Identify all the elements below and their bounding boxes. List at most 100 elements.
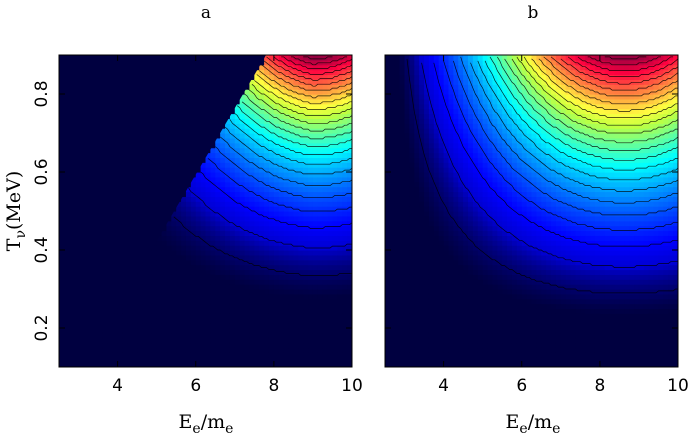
heat-cell [317, 172, 324, 178]
heat-cell [332, 201, 338, 207]
heat-cell [122, 362, 128, 367]
heat-cell [215, 269, 221, 275]
heat-cell [200, 245, 207, 251]
heat-cell [337, 332, 343, 339]
heat-cell [234, 181, 241, 188]
heat-cell [433, 64, 440, 71]
heat-cell [308, 167, 314, 173]
heat-cell [458, 240, 464, 246]
heat-cell [424, 235, 430, 241]
heat-cell [443, 313, 450, 319]
heat-cell [394, 206, 401, 212]
heat-cell [195, 254, 202, 261]
heat-cell [312, 323, 319, 329]
heat-cell [283, 230, 290, 236]
heat-cell [438, 186, 445, 193]
heat-cell [254, 215, 260, 222]
heat-cell [337, 284, 343, 290]
heat-cell [142, 337, 148, 344]
heat-cell [453, 215, 459, 222]
heat-cell [273, 206, 280, 212]
heat-cell [195, 172, 202, 178]
heat-cell [414, 147, 420, 154]
heat-cell [322, 318, 329, 324]
heat-cell [264, 245, 270, 251]
heat-cell [244, 347, 251, 353]
heat-cell [215, 298, 221, 305]
heat-cell [278, 142, 285, 149]
heat-cell [225, 293, 231, 300]
heat-cell [468, 357, 474, 363]
heat-cell [385, 254, 391, 261]
heat-cell [394, 113, 401, 119]
heat-cell [200, 162, 207, 168]
heat-cell [146, 293, 153, 300]
heat-cell [322, 79, 329, 85]
heat-cell [161, 254, 168, 261]
heat-cell [332, 64, 338, 71]
heat-cell [225, 157, 231, 163]
heat-cell [215, 332, 221, 339]
heat-cell [458, 342, 464, 349]
panel-a-contours [173, 56, 352, 276]
heat-cell [389, 172, 396, 178]
heat-cell [229, 167, 236, 173]
heat-cell [249, 201, 255, 207]
heat-cell [181, 328, 187, 334]
heat-cell [298, 303, 304, 310]
heat-cell [142, 259, 148, 266]
heat-cell [303, 152, 309, 158]
heat-cell [453, 74, 459, 80]
heat-cell [458, 323, 464, 329]
heat-cell [404, 137, 411, 144]
heat-cell [453, 332, 459, 339]
heat-cell [239, 284, 246, 290]
heat-cell [385, 128, 391, 134]
heat-cell [448, 186, 454, 193]
heat-cell [161, 269, 168, 275]
heat-cell [293, 303, 299, 310]
heat-cell [195, 269, 202, 275]
heat-cell [195, 259, 202, 266]
heat-cell [254, 69, 260, 76]
heat-cell [288, 313, 294, 319]
heat-cell [259, 318, 265, 324]
heat-cell [347, 74, 352, 80]
heat-cell [308, 293, 314, 300]
heat-cell [308, 254, 314, 261]
heat-cell [210, 357, 216, 363]
heat-cell [453, 250, 459, 256]
heat-cell [229, 250, 236, 256]
heat-cell [151, 328, 158, 334]
heat-cell [239, 94, 246, 100]
heat-cell [342, 347, 348, 353]
heat-cell [259, 59, 265, 66]
heat-cell [151, 284, 158, 290]
heat-cell [264, 293, 270, 300]
heat-cell [438, 147, 445, 154]
heat-cell [458, 293, 464, 300]
heat-cell [215, 245, 221, 251]
heat-cell [428, 84, 435, 90]
heat-cell [332, 259, 338, 266]
heat-cell [308, 230, 314, 236]
heat-cell [433, 240, 440, 246]
heat-cell [317, 342, 324, 349]
heat-cell [298, 176, 304, 183]
heat-cell [225, 342, 231, 349]
heat-cell [268, 352, 275, 358]
heat-cell [283, 201, 290, 207]
heat-cell [308, 118, 314, 124]
heat-cell [283, 328, 290, 334]
contour-line [234, 113, 352, 155]
heat-cell [332, 279, 338, 285]
heat-cell [385, 98, 391, 105]
heat-cell [332, 318, 338, 324]
heat-cell [409, 167, 415, 173]
heat-cell [463, 152, 469, 158]
heat-cell [244, 113, 251, 119]
contour-line [281, 56, 352, 69]
heat-cell [414, 133, 420, 139]
heat-cell [347, 108, 352, 115]
heat-cell [448, 215, 454, 222]
